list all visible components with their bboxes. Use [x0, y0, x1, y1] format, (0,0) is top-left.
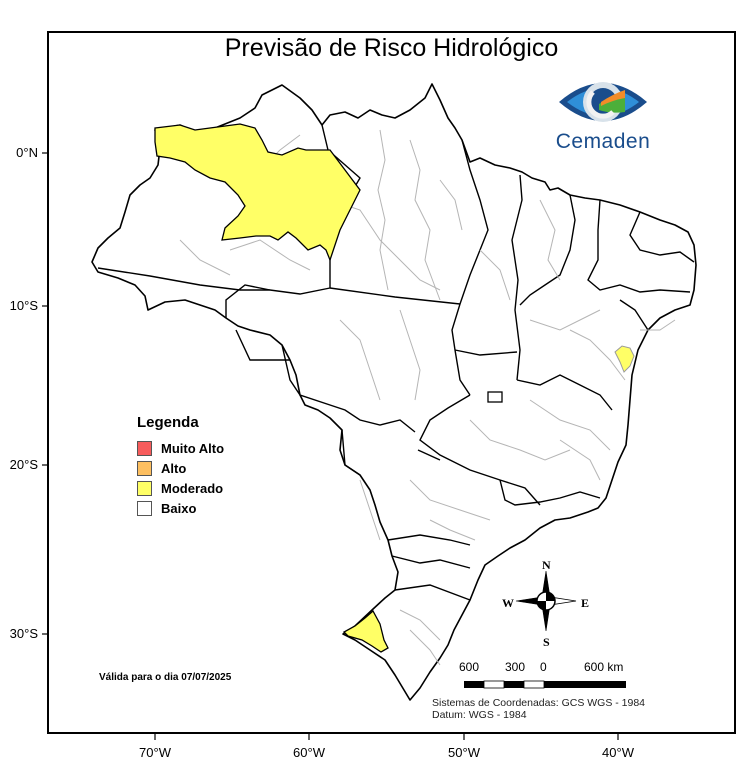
lon-label-70w: 70°W [139, 745, 171, 760]
lat-label-10s: 10°S [9, 298, 38, 313]
cemaden-logo: Cemaden [548, 74, 658, 154]
moderate-region-bahia-coast [614, 345, 635, 373]
axis-ticks [42, 152, 619, 740]
coordinate-system: Sistemas de Coordenadas: GCS WGS - 1984 [432, 697, 646, 709]
legend-item-muito-alto: Muito Alto [137, 438, 224, 458]
legend-swatch-muito-alto [137, 440, 152, 456]
lon-label-50w: 50°W [448, 745, 480, 760]
lat-label-30s: 30°S [9, 626, 38, 641]
lon-label-40w: 40°W [602, 745, 634, 760]
scale-label-0: 0 [540, 660, 547, 674]
basin-boundaries [179, 129, 676, 666]
map-title: Previsão de Risco Hidrológico [224, 34, 559, 62]
brazil-outline [91, 83, 697, 701]
federal-district [487, 391, 503, 403]
state-boundaries [97, 124, 695, 601]
legend-title: Legenda [137, 414, 199, 431]
lat-label-0: 0°N [16, 145, 38, 160]
legend-label: Moderado [161, 480, 224, 496]
legend-item-moderado: Moderado [137, 478, 224, 498]
datum: Datum: WGS - 1984 [432, 709, 527, 721]
moderate-region-rio-grande-do-sul [342, 609, 389, 653]
logo-text: Cemaden [555, 130, 651, 153]
validity-date: Válida para o dia 07/07/2025 [99, 672, 232, 683]
legend: Legenda Muito Alto Alto Moderado Baixo [137, 414, 224, 518]
scale-bar [464, 680, 626, 689]
legend-swatch-baixo [137, 500, 152, 516]
legend-swatch-alto [137, 460, 152, 476]
legend-swatch-moderado [137, 480, 152, 496]
legend-label: Baixo [161, 500, 197, 516]
legend-item-baixo: Baixo [137, 498, 224, 518]
compass-west: W [502, 596, 514, 610]
scale-label-600: 600 [459, 660, 480, 674]
legend-label: Muito Alto [161, 440, 225, 456]
moderate-risk-regions [154, 123, 635, 653]
coordinate-system-info: Sistemas de Coordenadas: GCS WGS - 1984 … [432, 697, 645, 721]
moderate-region-amazonas [154, 123, 361, 262]
compass-east: E [581, 596, 590, 610]
compass-south: S [543, 635, 550, 649]
lon-label-60w: 60°W [293, 745, 325, 760]
cemaden-eye-icon [559, 82, 647, 122]
compass-rose-icon [515, 570, 577, 632]
legend-label: Alto [161, 460, 187, 476]
scale-label-300: 300 [505, 660, 526, 674]
compass-north: N [542, 558, 551, 572]
scale-label-600km: 600 km [584, 660, 624, 674]
lat-label-20s: 20°S [9, 457, 38, 472]
legend-item-alto: Alto [137, 458, 224, 478]
